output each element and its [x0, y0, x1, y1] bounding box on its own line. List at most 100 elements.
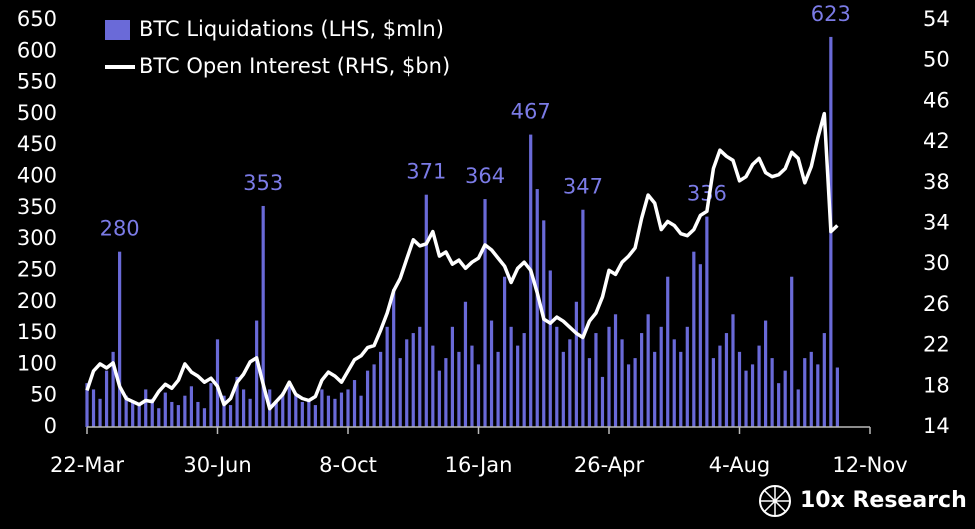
bar: [457, 351, 461, 427]
bar: [783, 370, 787, 427]
bar: [633, 358, 637, 427]
bar: [104, 370, 109, 427]
bar: [163, 392, 167, 427]
bar: [144, 389, 148, 427]
bar: [313, 405, 317, 427]
bar: [235, 376, 239, 427]
bar: [326, 395, 331, 427]
bar: [737, 351, 742, 427]
bar: [365, 370, 370, 427]
bar: [679, 351, 683, 427]
bar: [300, 401, 304, 427]
data-label: 467: [511, 100, 551, 124]
bar: [209, 383, 213, 427]
y-tick-label: 300: [17, 226, 57, 250]
bar: [607, 326, 611, 427]
bar: [470, 345, 474, 427]
y-tick-label: 600: [17, 38, 57, 62]
bar: [750, 364, 755, 427]
bar: [672, 339, 676, 427]
bar: [418, 326, 422, 427]
bar: [215, 339, 220, 427]
bar: [307, 398, 311, 427]
data-label: 353: [243, 171, 283, 195]
y-tick-label: 350: [17, 195, 57, 219]
data-label: 623: [811, 2, 851, 26]
data-label: 364: [465, 164, 505, 188]
bar: [444, 358, 448, 427]
bar: [790, 276, 794, 427]
bar: [339, 392, 344, 427]
bar: [698, 264, 702, 427]
bar: [157, 408, 161, 427]
bar: [744, 370, 748, 427]
bar: [666, 276, 670, 427]
data-label: 371: [406, 160, 446, 184]
bar: [476, 364, 481, 427]
bar: [777, 383, 781, 427]
bar: [352, 380, 357, 427]
bar: [516, 345, 520, 427]
bar: [770, 358, 774, 427]
bar: [437, 370, 441, 427]
bar: [424, 194, 428, 427]
y2-tick-label: 18: [923, 373, 950, 397]
bar: [131, 401, 135, 427]
bar: [176, 405, 180, 427]
y-tick-label: 150: [17, 320, 57, 344]
logo-mark: [761, 487, 789, 515]
bar: [111, 351, 115, 427]
bar: [574, 301, 578, 427]
bar: [274, 401, 278, 427]
bar: [85, 383, 89, 427]
bar: [692, 251, 696, 427]
bar: [587, 358, 592, 427]
bar: [137, 405, 141, 427]
bar: [496, 351, 500, 427]
logo-ring: [759, 485, 791, 517]
bar: [724, 333, 729, 427]
y-tick-label: 650: [17, 7, 57, 31]
bar: [600, 376, 605, 427]
y-tick-label: 100: [17, 351, 57, 375]
bar: [581, 209, 585, 427]
bar: [613, 314, 618, 427]
bar: [320, 389, 324, 427]
bar: [405, 339, 409, 427]
y-tick-label: 250: [17, 257, 57, 281]
x-tick-label: 16-Jan: [445, 453, 513, 477]
y-tick-label: 400: [17, 164, 57, 188]
bar: [816, 364, 820, 427]
bar: [803, 358, 807, 427]
x-tick-label: 26-Apr: [574, 453, 645, 477]
bar: [509, 326, 513, 427]
bar: [503, 276, 507, 427]
y2-tick-label: 34: [923, 211, 950, 235]
bar: [529, 134, 533, 427]
x-tick-label: 22-Mar: [50, 453, 124, 477]
bar: [124, 395, 128, 427]
bar: [646, 314, 650, 427]
bar: [535, 189, 539, 427]
plot: 0 50 100 150 200 250 300 350 400 450 500 550 600 650 1…: [17, 2, 950, 477]
bar: [255, 320, 259, 427]
bar: [333, 398, 337, 427]
y-tick-label: 450: [17, 132, 57, 156]
data-label: 280: [100, 217, 140, 241]
bar: [731, 314, 735, 427]
y-tick-label: 500: [17, 101, 57, 125]
y2-tick-label: 54: [923, 7, 950, 31]
bar: [261, 205, 265, 427]
bar: [522, 333, 526, 427]
bar: [718, 345, 722, 427]
bar: [489, 320, 494, 427]
bar: [183, 395, 187, 427]
x-tick-label: 30-Jun: [183, 453, 251, 477]
y2-tick-label: 46: [923, 88, 950, 112]
bar: [202, 408, 207, 427]
legend-label: BTC Liquidations (LHS, $mln): [139, 17, 444, 41]
bar: [392, 289, 396, 427]
bar: [346, 389, 350, 427]
bar: [463, 301, 468, 427]
y2-tick-label: 38: [923, 170, 950, 194]
